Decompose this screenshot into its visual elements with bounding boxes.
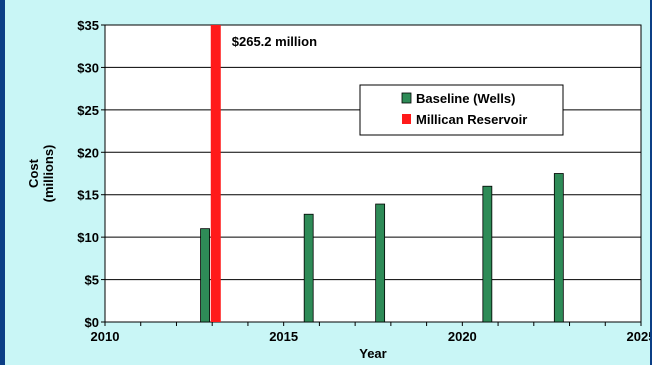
reservoir-cost-annotation: $265.2 million <box>232 34 317 49</box>
y-tick-label: $0 <box>85 315 99 330</box>
y-axis-subtitle: (millions) <box>41 145 56 203</box>
chart-stage: $0 $5 $10 $15 $20 $25 $30 $35 2010 2015 2020 2025 Y… <box>5 0 650 365</box>
x-axis-title: Year <box>359 346 386 361</box>
x-tick-label: 2010 <box>91 329 120 344</box>
bar-baseline-wells <box>200 228 210 323</box>
y-tick-label: $30 <box>77 60 99 75</box>
legend: Baseline (Wells) Millican Reservoir <box>359 84 564 136</box>
y-tick-label: $10 <box>77 230 99 245</box>
x-tick-label: 2020 <box>448 329 477 344</box>
y-tick-label: $15 <box>77 188 99 203</box>
y-tick-label: $25 <box>77 103 99 118</box>
bar-baseline-wells <box>375 203 386 323</box>
plot-area <box>104 24 642 323</box>
legend-label-baseline: Baseline (Wells) <box>416 91 515 106</box>
x-tick-label: 2015 <box>269 329 298 344</box>
axes: $0 $5 $10 $15 $20 $25 $30 $35 2010 2015 2020 2025 <box>77 18 650 344</box>
y-tick-label: $5 <box>85 273 99 288</box>
legend-swatch-baseline <box>401 92 412 104</box>
cost-chart: $0 $5 $10 $15 $20 $25 $30 $35 2010 2015 2020 2025 Y… <box>26 18 650 361</box>
y-tick-label: $35 <box>77 18 99 33</box>
x-tick-label: 2025 <box>627 329 650 344</box>
bar-baseline-wells <box>553 173 564 323</box>
y-axis-title: Cost <box>26 158 41 188</box>
legend-box <box>359 84 564 136</box>
legend-label-reservoir: Millican Reservoir <box>416 112 527 127</box>
bar-baseline-wells <box>482 185 493 323</box>
bar-baseline-wells <box>303 213 314 323</box>
legend-swatch-reservoir <box>402 114 411 124</box>
bar-millican-reservoir <box>210 25 221 322</box>
y-tick-label: $20 <box>77 145 99 160</box>
bars <box>200 25 564 323</box>
